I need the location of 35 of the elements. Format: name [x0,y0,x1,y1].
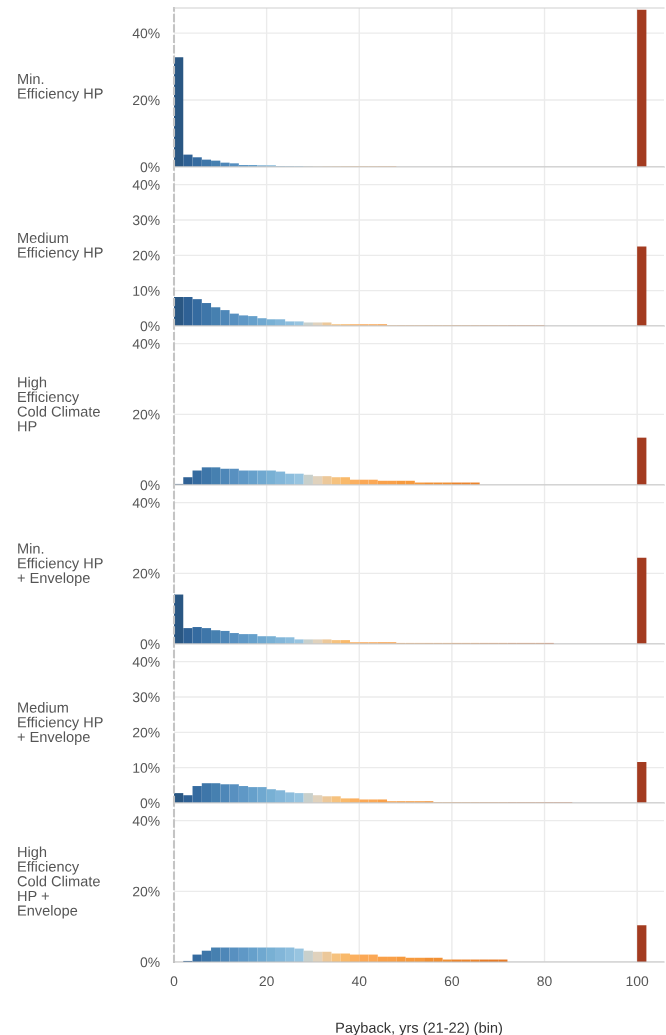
x-tick-label: 60 [444,976,460,987]
y-tick-label: 40% [132,657,160,667]
y-axis-title: Medium Efficiency HP + Envelope [17,702,103,745]
x-axis-title: Payback, yrs (21-22) (bin) [336,1022,502,1035]
y-tick-label: 30% [132,692,160,703]
y-axis-title: Medium Efficiency HP [18,232,103,261]
y-tick-label: 40% [132,498,160,508]
y-axis-title: High Efficiency Cold Climate HP + Envelope [17,846,100,919]
y-tick-label: 0% [140,639,160,650]
x-tick-label: 80 [537,976,552,987]
y-tick-label: 40% [132,180,160,190]
y-tick-label: 40% [132,28,160,39]
y-tick-label: 0% [140,162,160,173]
y-tick-label: 10% [133,763,160,773]
y-axis-title: Min. Efficiency HP [18,73,103,102]
y-tick-label: 20% [133,95,160,106]
y-tick-label: 40% [132,816,160,826]
y-tick-label: 20% [133,886,160,897]
x-tick-label: 20 [259,976,274,987]
y-tick-label: 0% [140,798,160,809]
x-tick-label: 100 [626,976,649,987]
x-tick-label: 40 [351,976,367,987]
y-tick-label: 0% [140,957,160,968]
y-tick-label: 40% [132,339,160,349]
y-tick-label: 0% [140,321,160,332]
y-tick-label: 20% [133,409,160,420]
y-tick-label: 20% [133,727,160,738]
y-tick-label: 20% [133,250,160,261]
x-tick-label: 0 [170,976,178,987]
y-axis-title: Min. Efficiency HP + Envelope [17,543,103,586]
y-tick-label: 0% [140,480,160,491]
y-axis-title: High Efficiency Cold Climate HP [17,376,100,432]
y-tick-label: 30% [132,215,160,226]
y-tick-label: 10% [133,286,160,296]
y-tick-label: 20% [133,568,160,579]
